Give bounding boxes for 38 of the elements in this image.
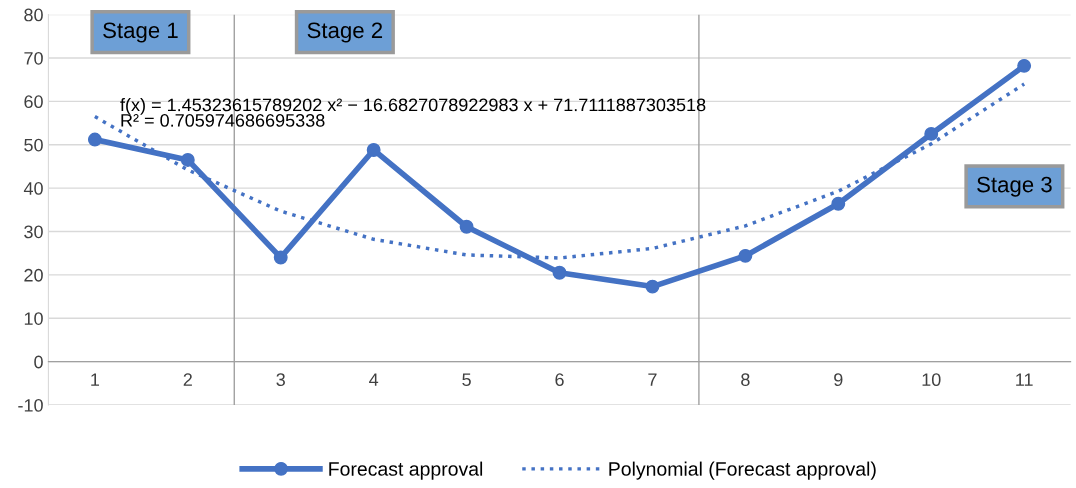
x-tick-label: 2 — [183, 373, 192, 386]
y-tick-label: 30 — [24, 225, 43, 239]
annotation: f(x) = 1.45323615789202 x² − 16.6827078922983 x + 71.7111887303518 R² = 0.705974686695338 — [120, 98, 706, 127]
annotation: Stage 2 — [307, 22, 383, 43]
x-tick-label: 10 — [922, 373, 941, 387]
point — [459, 219, 474, 234]
point — [180, 153, 195, 167]
x-tick-label: 1 — [91, 373, 100, 386]
x-tick-label: 6 — [555, 373, 564, 387]
annotation: Stage 3 — [977, 176, 1052, 197]
legend-label: Forecast approval — [329, 461, 483, 480]
y-tick-label: 20 — [24, 268, 43, 282]
x-tick-label: 3 — [276, 373, 285, 387]
annotation: Stage 1 — [103, 22, 178, 43]
point — [1017, 58, 1032, 73]
x-tick-label: 8 — [741, 373, 750, 387]
y-tick-label: 80 — [24, 8, 43, 22]
point — [924, 126, 939, 141]
x-tick-label: 9 — [834, 373, 843, 387]
legend-label: Polynomial (Forecast approval) — [609, 461, 876, 480]
y-tick-label: 0 — [34, 355, 43, 369]
y-tick-label: 50 — [24, 138, 43, 152]
x-tick-label: 11 — [1016, 373, 1033, 386]
point — [831, 196, 846, 211]
y-tick-label: -10 — [18, 398, 43, 412]
x-tick-label: 7 — [648, 373, 657, 386]
y-tick-label: 40 — [23, 182, 43, 195]
y-tick-label: 60 — [24, 95, 43, 109]
point — [273, 250, 288, 265]
y-tick-label: 10 — [24, 312, 43, 325]
x-tick-label: 4 — [369, 373, 379, 386]
x-tick-label: 5 — [462, 373, 471, 387]
point — [366, 143, 381, 157]
point — [645, 279, 660, 294]
y-tick-label: 70 — [24, 51, 43, 65]
point — [738, 248, 753, 263]
point — [552, 265, 567, 280]
point — [87, 132, 102, 147]
